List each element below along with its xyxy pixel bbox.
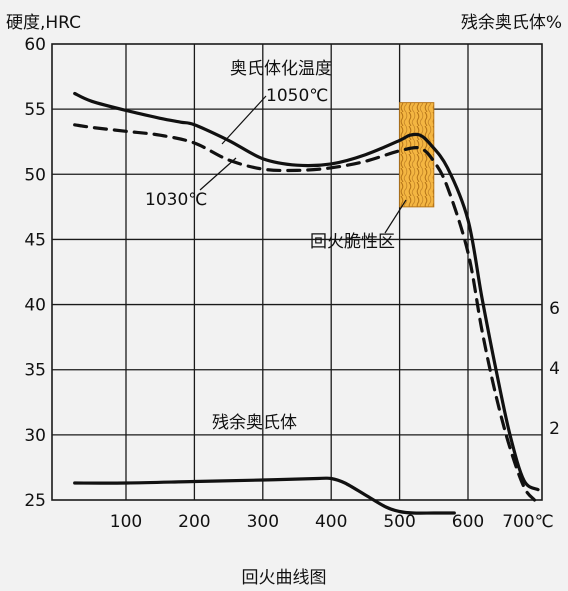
y-axis-label-right: 残余奥氏体%	[461, 13, 562, 33]
y-tick-labels-right: 2 4 6	[549, 299, 560, 439]
y-tick-label-50: 50	[24, 165, 46, 185]
x-tick-label-500: 500	[383, 512, 415, 532]
y-tick-label-25: 25	[24, 491, 46, 511]
y-tick-label-40: 40	[24, 296, 46, 316]
y-tick-label-45: 45	[24, 230, 46, 250]
series-line-0	[73, 91, 540, 492]
x-tick-label-100: 100	[110, 512, 142, 532]
label-1050: 1050℃	[266, 86, 328, 106]
y-tick-label-30: 30	[24, 426, 46, 446]
x-tick-label-600: 600	[452, 512, 484, 532]
x-tick-label-400: 400	[315, 512, 347, 532]
brittle-zone-label: 回火脆性区	[310, 232, 395, 252]
y-tick-label-35: 35	[24, 361, 46, 381]
y-axis-label-left: 硬度,HRC	[6, 13, 81, 33]
leader-brittle	[384, 199, 407, 234]
leader-1030	[199, 157, 237, 191]
x-tick-label-200: 200	[178, 512, 210, 532]
plot-frame	[51, 43, 543, 501]
y-right-tick-label-4: 4	[549, 359, 560, 379]
leader-1050	[221, 95, 267, 145]
grid	[52, 44, 542, 500]
series-line-1	[73, 123, 537, 502]
x-tick-label-300: 300	[247, 512, 279, 532]
y-right-tick-label-6: 6	[549, 299, 560, 319]
label-1030: 1030℃	[145, 190, 207, 210]
y-tick-label-60: 60	[24, 35, 46, 55]
retained-austenite-label: 残余奥氏体	[212, 413, 297, 433]
x-tick-label-700: 700℃	[502, 512, 554, 532]
legend-title: 奥氏体化温度	[230, 59, 332, 79]
y-tick-labels-left: 25 30 35 40 45 50 55 60	[24, 35, 46, 511]
y-right-tick-label-2: 2	[549, 419, 560, 439]
series-line-2	[73, 476, 456, 515]
series-layer	[73, 91, 540, 515]
chart-title: 回火曲线图	[242, 568, 327, 588]
x-tick-labels: 100 200 300 400 500 600 700℃	[110, 512, 554, 532]
y-tick-label-55: 55	[24, 100, 46, 120]
